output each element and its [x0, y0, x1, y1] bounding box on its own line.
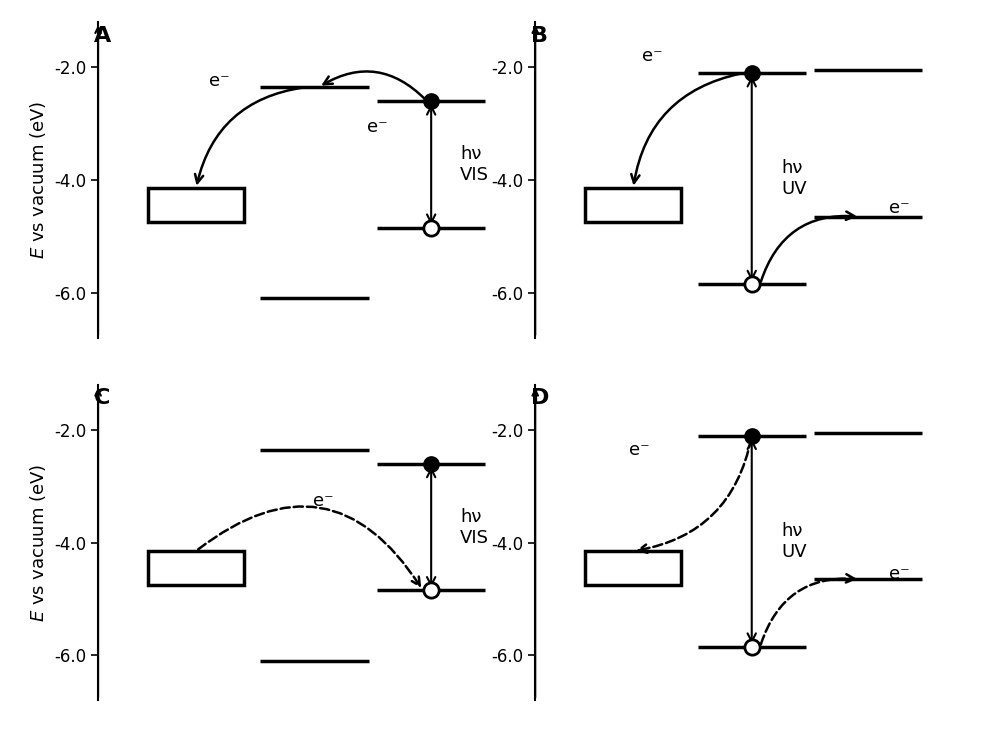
- Bar: [148, 188, 244, 222]
- Text: e⁻: e⁻: [367, 118, 387, 136]
- Text: e⁻: e⁻: [313, 492, 334, 510]
- Text: hν
VIS: hν VIS: [460, 145, 490, 184]
- Y-axis label: $E$ vs vacuum (eV): $E$ vs vacuum (eV): [28, 463, 48, 622]
- Text: e⁻: e⁻: [889, 199, 909, 217]
- Bar: [586, 551, 681, 585]
- Text: D: D: [531, 388, 549, 408]
- Bar: [148, 551, 244, 585]
- Text: e⁻: e⁻: [209, 72, 230, 90]
- Text: e⁻: e⁻: [642, 47, 662, 65]
- Text: hν
UV: hν UV: [781, 522, 806, 561]
- Text: hν
VIS: hν VIS: [460, 508, 490, 547]
- Text: e⁻: e⁻: [889, 565, 909, 583]
- Y-axis label: $E$ vs vacuum (eV): $E$ vs vacuum (eV): [28, 101, 48, 259]
- Bar: [586, 188, 681, 222]
- Text: B: B: [531, 25, 548, 45]
- Text: A: A: [94, 25, 111, 45]
- Text: hν
UV: hν UV: [781, 159, 806, 198]
- Text: e⁻: e⁻: [629, 441, 649, 459]
- Text: C: C: [94, 388, 110, 408]
